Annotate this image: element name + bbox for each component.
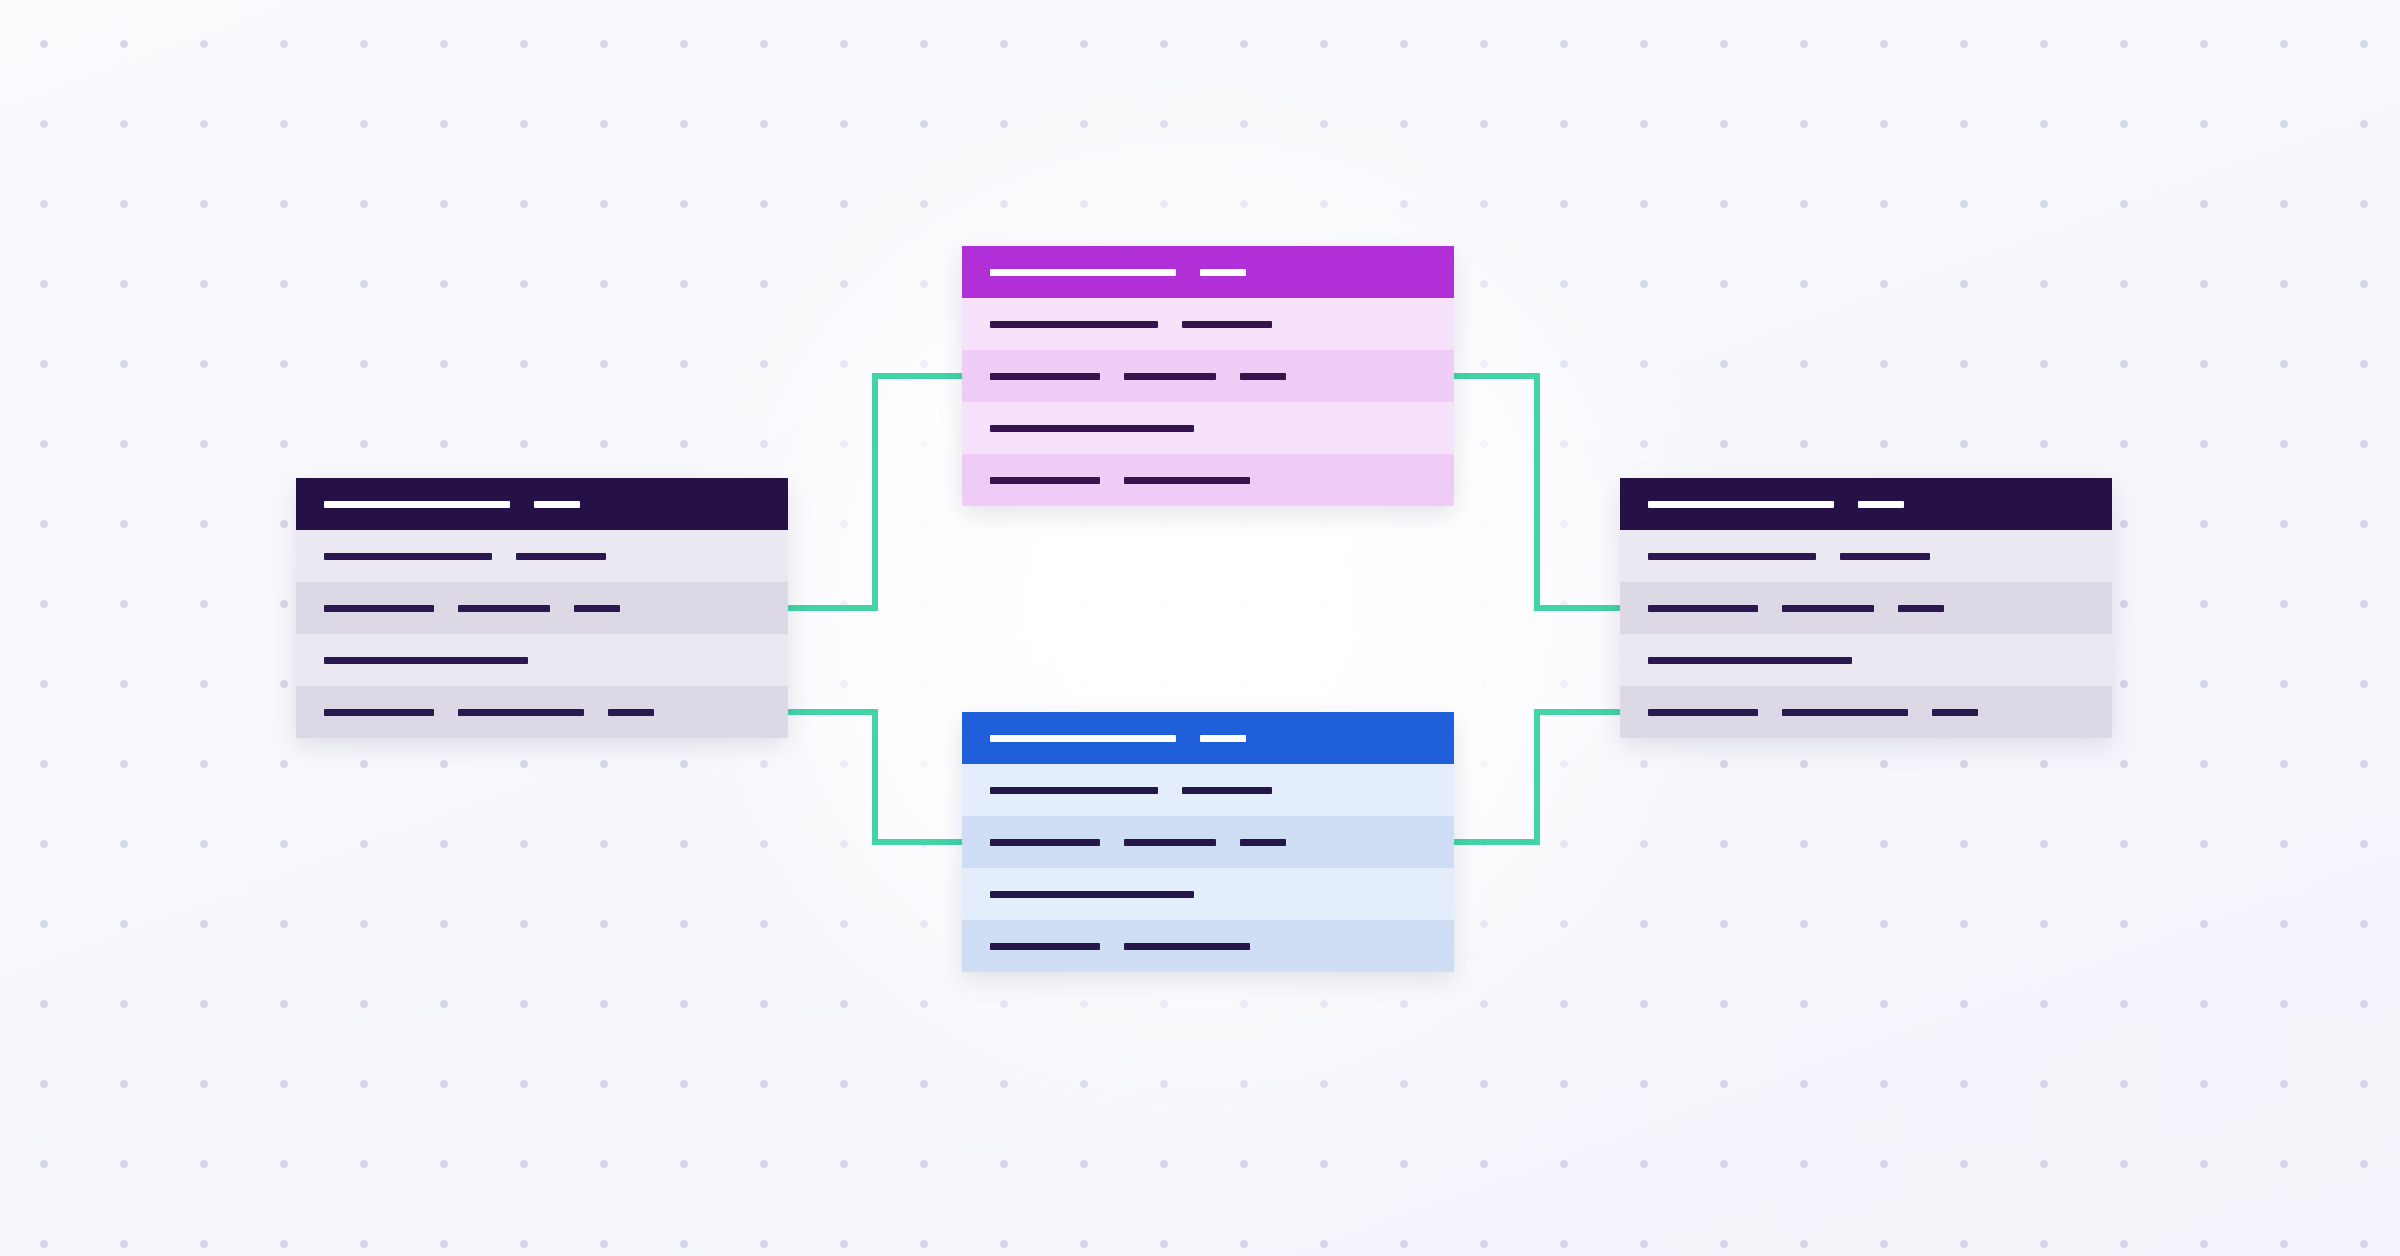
card-right-row-1 [1620, 582, 2112, 634]
card-top-header [962, 246, 1454, 298]
card-bottom-row-2-bar-0 [990, 891, 1194, 898]
card-left-row-2-bar-0 [324, 657, 528, 664]
cards-layer [0, 0, 2400, 1256]
card-right-row-3-bar-2 [1932, 709, 1978, 716]
card-right-header-bar-0 [1648, 501, 1834, 508]
card-left-header-bar-1 [534, 501, 580, 508]
card-right-row-1-bar-1 [1782, 605, 1874, 612]
card-bottom-row-0-bar-0 [990, 787, 1158, 794]
card-bottom-row-3-bar-0 [990, 943, 1100, 950]
card-top-header-bar-1 [1200, 269, 1246, 276]
card-bottom-header-bar-1 [1200, 735, 1246, 742]
card-left-row-3-bar-1 [458, 709, 584, 716]
card-right-row-0-bar-1 [1840, 553, 1930, 560]
card-bottom-row-1 [962, 816, 1454, 868]
card-left-row-0 [296, 530, 788, 582]
card-left-row-0-bar-1 [516, 553, 606, 560]
card-top-row-2-bar-0 [990, 425, 1194, 432]
card-top-header-bar-0 [990, 269, 1176, 276]
card-right [1620, 478, 2112, 738]
card-bottom [962, 712, 1454, 972]
card-right-row-3-bar-1 [1782, 709, 1908, 716]
card-right-row-2-bar-0 [1648, 657, 1852, 664]
card-left [296, 478, 788, 738]
card-left-row-2 [296, 634, 788, 686]
card-right-row-1-bar-2 [1898, 605, 1944, 612]
card-bottom-header-bar-0 [990, 735, 1176, 742]
card-right-row-3 [1620, 686, 2112, 738]
card-left-header [296, 478, 788, 530]
card-bottom-row-1-bar-0 [990, 839, 1100, 846]
card-bottom-header [962, 712, 1454, 764]
card-top-row-0-bar-0 [990, 321, 1158, 328]
card-left-row-3-bar-0 [324, 709, 434, 716]
card-bottom-row-2 [962, 868, 1454, 920]
card-right-row-1-bar-0 [1648, 605, 1758, 612]
card-top-row-2 [962, 402, 1454, 454]
card-top-row-1-bar-1 [1124, 373, 1216, 380]
card-bottom-row-0 [962, 764, 1454, 816]
card-right-row-2 [1620, 634, 2112, 686]
card-right-header [1620, 478, 2112, 530]
card-left-row-1-bar-0 [324, 605, 434, 612]
card-bottom-row-0-bar-1 [1182, 787, 1272, 794]
card-bottom-row-1-bar-2 [1240, 839, 1286, 846]
card-bottom-row-3-bar-1 [1124, 943, 1250, 950]
card-top [962, 246, 1454, 506]
card-left-row-1-bar-2 [574, 605, 620, 612]
card-left-row-3-bar-2 [608, 709, 654, 716]
card-top-row-0 [962, 298, 1454, 350]
card-top-row-0-bar-1 [1182, 321, 1272, 328]
card-left-row-1-bar-1 [458, 605, 550, 612]
card-right-row-0-bar-0 [1648, 553, 1816, 560]
card-left-row-1 [296, 582, 788, 634]
card-top-row-3-bar-0 [990, 477, 1100, 484]
card-left-header-bar-0 [324, 501, 510, 508]
card-top-row-1 [962, 350, 1454, 402]
card-top-row-1-bar-2 [1240, 373, 1286, 380]
card-left-row-0-bar-0 [324, 553, 492, 560]
card-right-header-bar-1 [1858, 501, 1904, 508]
card-bottom-row-3 [962, 920, 1454, 972]
card-right-row-0 [1620, 530, 2112, 582]
card-right-row-3-bar-0 [1648, 709, 1758, 716]
card-left-row-3 [296, 686, 788, 738]
card-top-row-3-bar-1 [1124, 477, 1250, 484]
card-bottom-row-1-bar-1 [1124, 839, 1216, 846]
card-top-row-1-bar-0 [990, 373, 1100, 380]
card-top-row-3 [962, 454, 1454, 506]
